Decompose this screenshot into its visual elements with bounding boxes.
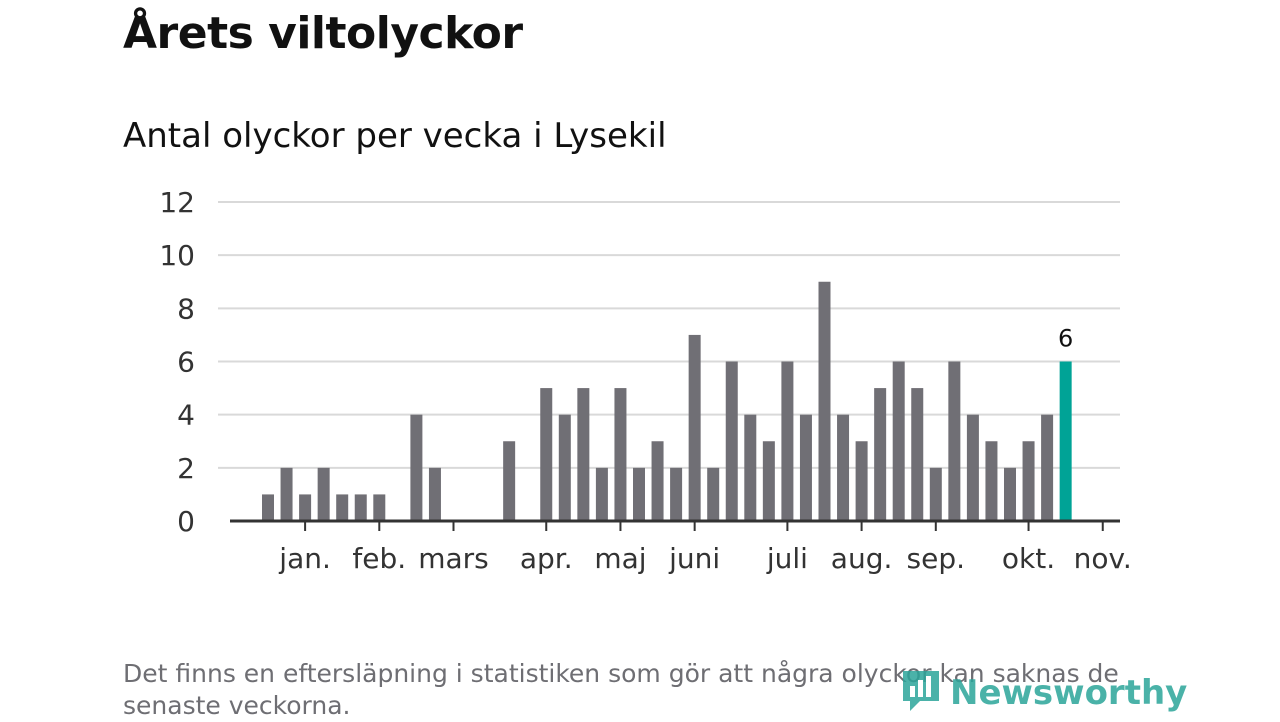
x-tick-label: aug.: [831, 542, 893, 575]
x-tick-label: nov.: [1074, 542, 1132, 575]
bar: [428, 467, 441, 521]
y-tick-label: 12: [159, 186, 195, 219]
x-tick-label: feb.: [352, 542, 406, 575]
bar: [595, 467, 608, 521]
bar: [707, 467, 720, 521]
data-labels: 6: [1058, 325, 1073, 353]
bars: [262, 281, 1072, 521]
bar: [966, 414, 979, 521]
bar: [892, 361, 905, 521]
bar: [670, 467, 683, 521]
bar: [1022, 441, 1035, 521]
y-tick-label: 8: [177, 292, 195, 325]
bar: [929, 467, 942, 521]
bar: [262, 494, 274, 521]
chart-subtitle: Antal olyckor per vecka i Lysekil: [123, 116, 667, 156]
bar: [1004, 467, 1016, 521]
x-tick-label: maj: [594, 542, 646, 575]
bar: [410, 414, 423, 521]
bar: [1041, 414, 1054, 521]
chart-title: Årets viltolyckor: [123, 8, 523, 59]
bar: [855, 441, 868, 521]
bar: [948, 361, 961, 521]
bar: [280, 467, 293, 521]
data-label: 6: [1058, 325, 1073, 353]
x-tick-label: juli: [766, 542, 808, 575]
bar: [373, 494, 386, 521]
y-tick-label: 0: [177, 505, 195, 538]
x-tick-label: mars: [418, 542, 489, 575]
y-tick-label: 6: [177, 346, 195, 379]
y-tick-label: 2: [177, 452, 195, 485]
y-tick-label: 4: [177, 399, 195, 432]
bar: [503, 441, 516, 521]
bar: [911, 388, 924, 521]
footnote: Det finns en eftersläpning i statistiken…: [123, 659, 1119, 720]
bar: [837, 414, 850, 521]
bar-highlight: [1059, 361, 1072, 521]
bar-chart-logo-icon: [900, 668, 942, 718]
bar: [317, 467, 330, 521]
bar: [540, 388, 553, 521]
bar: [354, 494, 367, 521]
bar: [299, 494, 312, 521]
bar: [633, 467, 645, 521]
x-axis-labels: jan. feb. mars apr. maj juni juli aug. sep. okt. n…: [278, 542, 1132, 575]
y-tick-label: 10: [159, 239, 195, 272]
bar: [577, 388, 590, 521]
bar: [985, 441, 998, 521]
y-axis-labels: 0 2 4 6 8 10 12: [159, 186, 195, 538]
bar: [744, 414, 757, 521]
bar: [651, 441, 664, 521]
x-tick-label: sep.: [907, 542, 966, 575]
x-tick-label: juni: [668, 542, 720, 575]
x-tick-label: apr.: [520, 542, 573, 575]
bar: [874, 388, 887, 521]
bar: [336, 494, 349, 521]
brand-logo[interactable]: Newsworthy: [900, 668, 1187, 718]
bar: [818, 281, 831, 521]
bar: [725, 361, 738, 521]
x-tick-label: jan.: [278, 542, 331, 575]
grid-lines: [218, 201, 1120, 469]
bar: [781, 361, 794, 521]
bar: [762, 441, 775, 521]
x-tick-label: okt.: [1002, 542, 1055, 575]
bar: [799, 414, 812, 521]
bar-chart: 0 2 4 6 8 10 12 jan. feb. mars apr. maj juni juli aug…: [159, 186, 1132, 575]
brand-name: Newsworthy: [950, 673, 1188, 713]
bar: [688, 334, 701, 521]
x-axis: [230, 519, 1120, 531]
bar: [558, 414, 571, 521]
bar: [614, 388, 627, 521]
